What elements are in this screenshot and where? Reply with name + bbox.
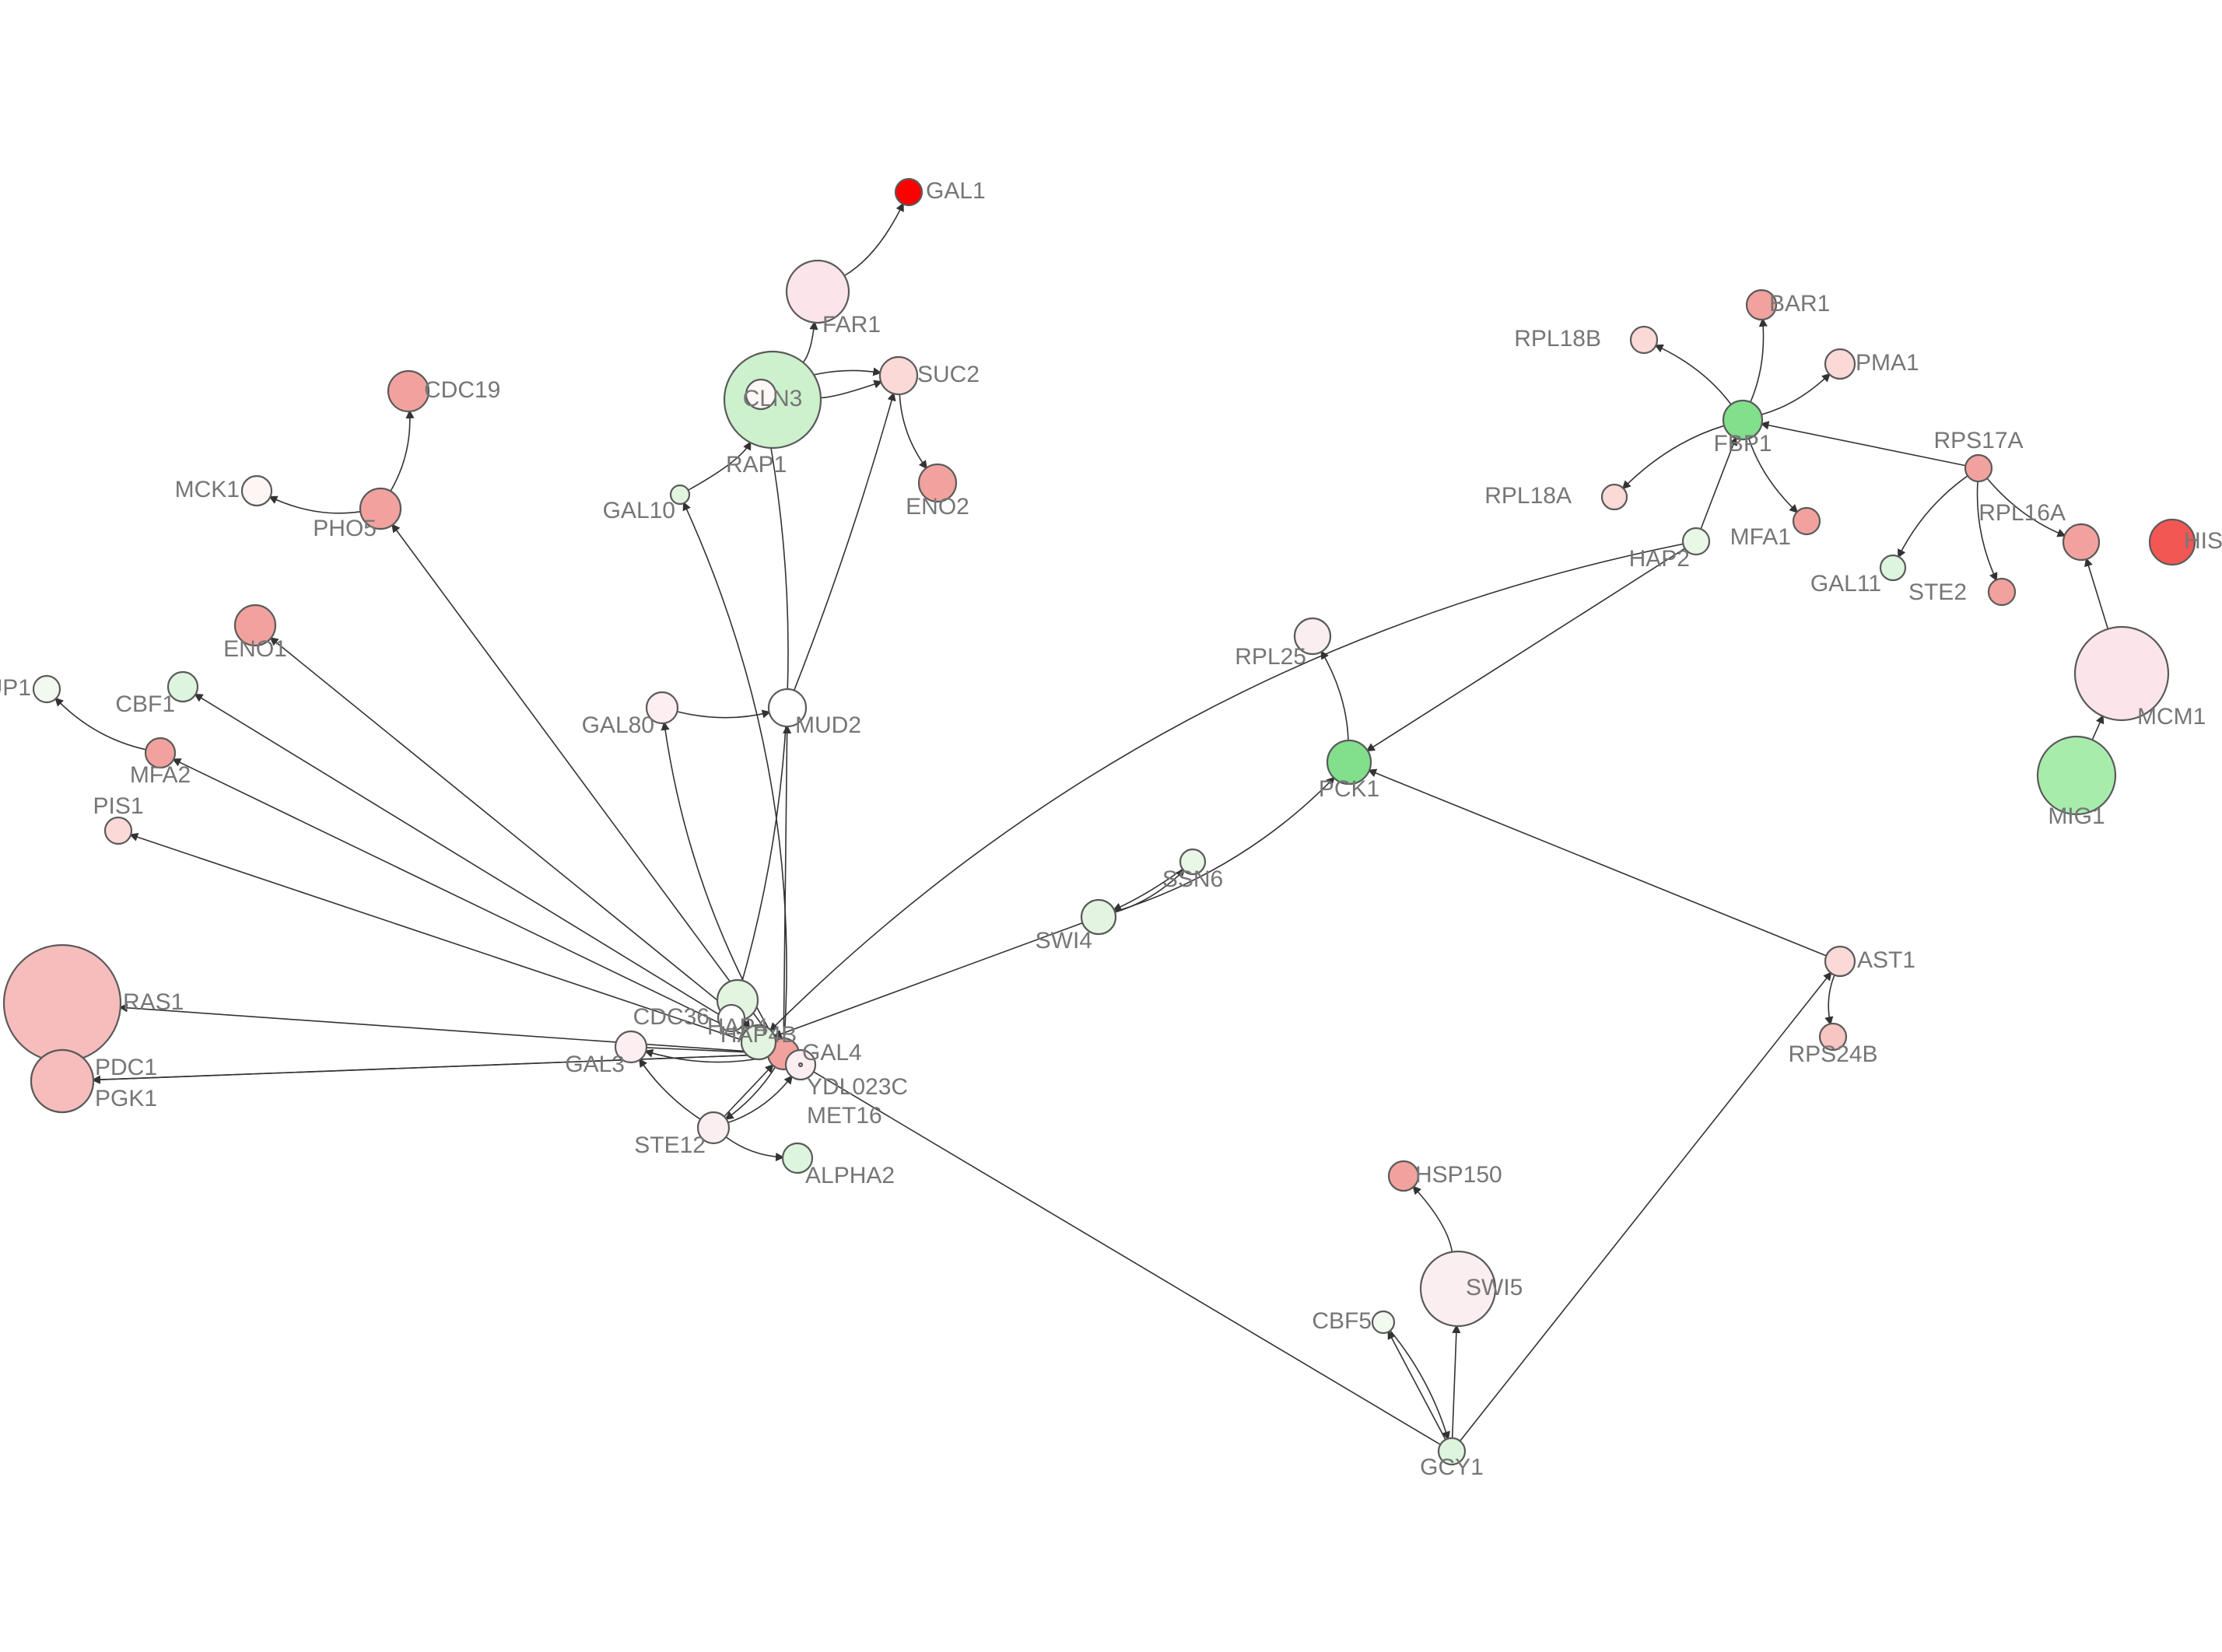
- svg-text:CBF1: CBF1: [115, 691, 175, 717]
- svg-text:RAS1: RAS1: [123, 989, 184, 1015]
- svg-text:SWI5: SWI5: [1466, 1275, 1523, 1300]
- svg-text:PHO5: PHO5: [313, 516, 377, 541]
- svg-text:CDC19: CDC19: [424, 377, 500, 403]
- svg-text:HSP150: HSP150: [1415, 1162, 1502, 1188]
- svg-text:PMA1: PMA1: [1856, 350, 1919, 376]
- svg-text:ALPHA2: ALPHA2: [805, 1163, 895, 1188]
- svg-text:MFA2: MFA2: [130, 762, 191, 788]
- svg-text:CDC36: CDC36: [633, 1004, 710, 1030]
- svg-text:ENO1: ENO1: [223, 636, 287, 662]
- svg-text:AST1: AST1: [1857, 947, 1915, 973]
- svg-text:YDL023C: YDL023C: [807, 1074, 908, 1100]
- svg-text:CLN3: CLN3: [743, 386, 803, 411]
- svg-text:GCY1: GCY1: [1420, 1454, 1484, 1480]
- svg-text:MUD2: MUD2: [795, 712, 861, 738]
- svg-text:RPS24B: RPS24B: [1788, 1041, 1877, 1067]
- svg-text:SWI4: SWI4: [1036, 928, 1092, 954]
- svg-text:BAR1: BAR1: [1769, 291, 1830, 317]
- svg-text:MCM1: MCM1: [2137, 704, 2206, 730]
- svg-text:MIG1: MIG1: [2048, 803, 2105, 829]
- svg-text:PGK1: PGK1: [95, 1086, 157, 1111]
- svg-text:CBF5: CBF5: [1312, 1308, 1372, 1334]
- svg-text:MET16: MET16: [807, 1103, 882, 1129]
- svg-text:GAL3: GAL3: [565, 1052, 625, 1077]
- svg-text:PCK1: PCK1: [1319, 776, 1379, 802]
- svg-text:TUP1: TUP1: [0, 675, 31, 701]
- svg-text:RPL25: RPL25: [1235, 644, 1306, 670]
- svg-text:PDC1: PDC1: [95, 1055, 157, 1080]
- svg-text:MFA1: MFA1: [1730, 524, 1791, 550]
- svg-text:HAP2: HAP2: [1629, 546, 1690, 572]
- svg-text:HAP4B: HAP4B: [720, 1022, 797, 1048]
- svg-text:GAL1: GAL1: [926, 178, 986, 204]
- svg-text:RPL16A: RPL16A: [1978, 500, 2066, 526]
- svg-text:GAL11: GAL11: [1810, 571, 1881, 597]
- svg-text:SSN6: SSN6: [1162, 866, 1223, 892]
- svg-text:GAL4: GAL4: [802, 1040, 862, 1066]
- svg-text:GAL10: GAL10: [603, 498, 675, 523]
- svg-text:RAP1: RAP1: [726, 452, 787, 478]
- svg-text:STE12: STE12: [634, 1132, 706, 1158]
- svg-text:MCK1: MCK1: [175, 477, 240, 502]
- svg-text:GAL80: GAL80: [582, 712, 654, 738]
- svg-text:HIS4: HIS4: [2184, 528, 2222, 554]
- svg-text:ENO2: ENO2: [906, 494, 969, 520]
- svg-text:PIS1: PIS1: [93, 793, 143, 819]
- svg-text:RPS17A: RPS17A: [1933, 428, 2023, 453]
- svg-text:FBP1: FBP1: [1713, 431, 1772, 457]
- svg-text:SUC2: SUC2: [917, 362, 980, 387]
- svg-text:RPL18B: RPL18B: [1514, 326, 1601, 352]
- svg-text:FAR1: FAR1: [822, 312, 881, 338]
- svg-text:STE2: STE2: [1908, 579, 1967, 605]
- svg-text:RPL18A: RPL18A: [1484, 483, 1572, 509]
